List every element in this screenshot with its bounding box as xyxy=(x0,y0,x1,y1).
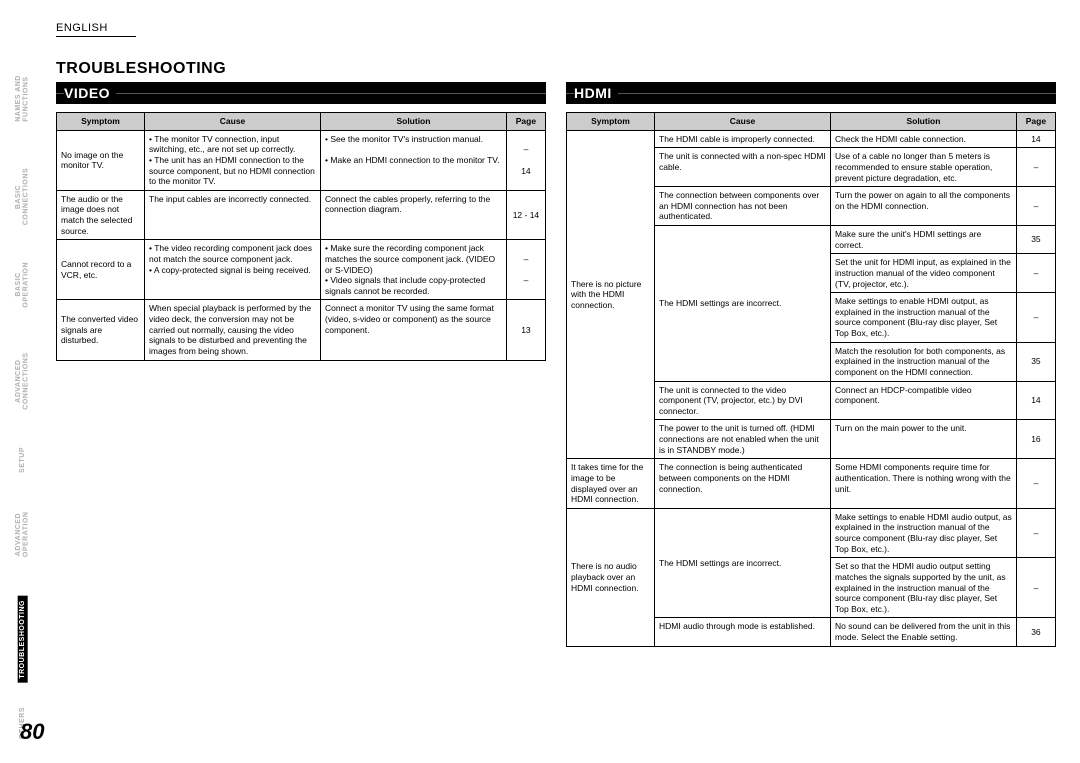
sidebar-tab[interactable]: TROUBLESHOOTING xyxy=(18,596,28,683)
th-symptom: Symptom xyxy=(567,113,655,131)
main-content: TROUBLESHOOTING VIDEO Symptom Cause Solu… xyxy=(56,60,1056,647)
th-page: Page xyxy=(506,113,545,131)
th-symptom: Symptom xyxy=(57,113,145,131)
video-table: Symptom Cause Solution Page No image on … xyxy=(56,112,546,361)
video-heading: VIDEO xyxy=(56,82,546,104)
sidebar-tab[interactable]: ADVANCED CONNECTIONS xyxy=(15,339,30,424)
sidebar-tab[interactable]: BASIC CONNECTIONS xyxy=(15,162,30,231)
th-cause: Cause xyxy=(655,113,831,131)
table-row: It takes time for the image to be displa… xyxy=(567,459,1056,509)
table-row: Cannot record to a VCR, etc.• The video … xyxy=(57,240,546,300)
th-solution: Solution xyxy=(831,113,1017,131)
sidebar-tab[interactable]: NAMES AND FUNCTIONS xyxy=(15,60,30,138)
section-tabs-sidebar: NAMES AND FUNCTIONS BASIC CONNECTIONS BASI… xyxy=(0,0,46,763)
language-label: ENGLISH xyxy=(56,22,136,37)
hdmi-heading: HDMI xyxy=(566,82,1056,104)
th-page: Page xyxy=(1016,113,1055,131)
table-row: There is no picture with the HDMI connec… xyxy=(567,130,1056,148)
table-row: No image on the monitor TV.• The monitor… xyxy=(57,130,546,190)
table-row: The audio or the image does not match th… xyxy=(57,190,546,240)
sidebar-tab[interactable]: ADVANCED OPERATION xyxy=(15,497,30,572)
th-solution: Solution xyxy=(321,113,507,131)
sidebar-tab[interactable]: SETUP xyxy=(19,447,27,473)
hdmi-column: HDMI Symptom Cause Solution Page There i… xyxy=(566,82,1056,647)
hdmi-table: Symptom Cause Solution Page There is no … xyxy=(566,112,1056,647)
page-title: TROUBLESHOOTING xyxy=(56,60,1056,78)
th-cause: Cause xyxy=(145,113,321,131)
sidebar-tab[interactable]: BASIC OPERATION xyxy=(15,255,30,315)
table-row: There is no audio playback over an HDMI … xyxy=(567,508,1056,558)
video-column: VIDEO Symptom Cause Solution Page No ima… xyxy=(56,82,546,647)
table-row: The converted video signals are disturbe… xyxy=(57,300,546,360)
page-number: 80 xyxy=(20,719,44,745)
